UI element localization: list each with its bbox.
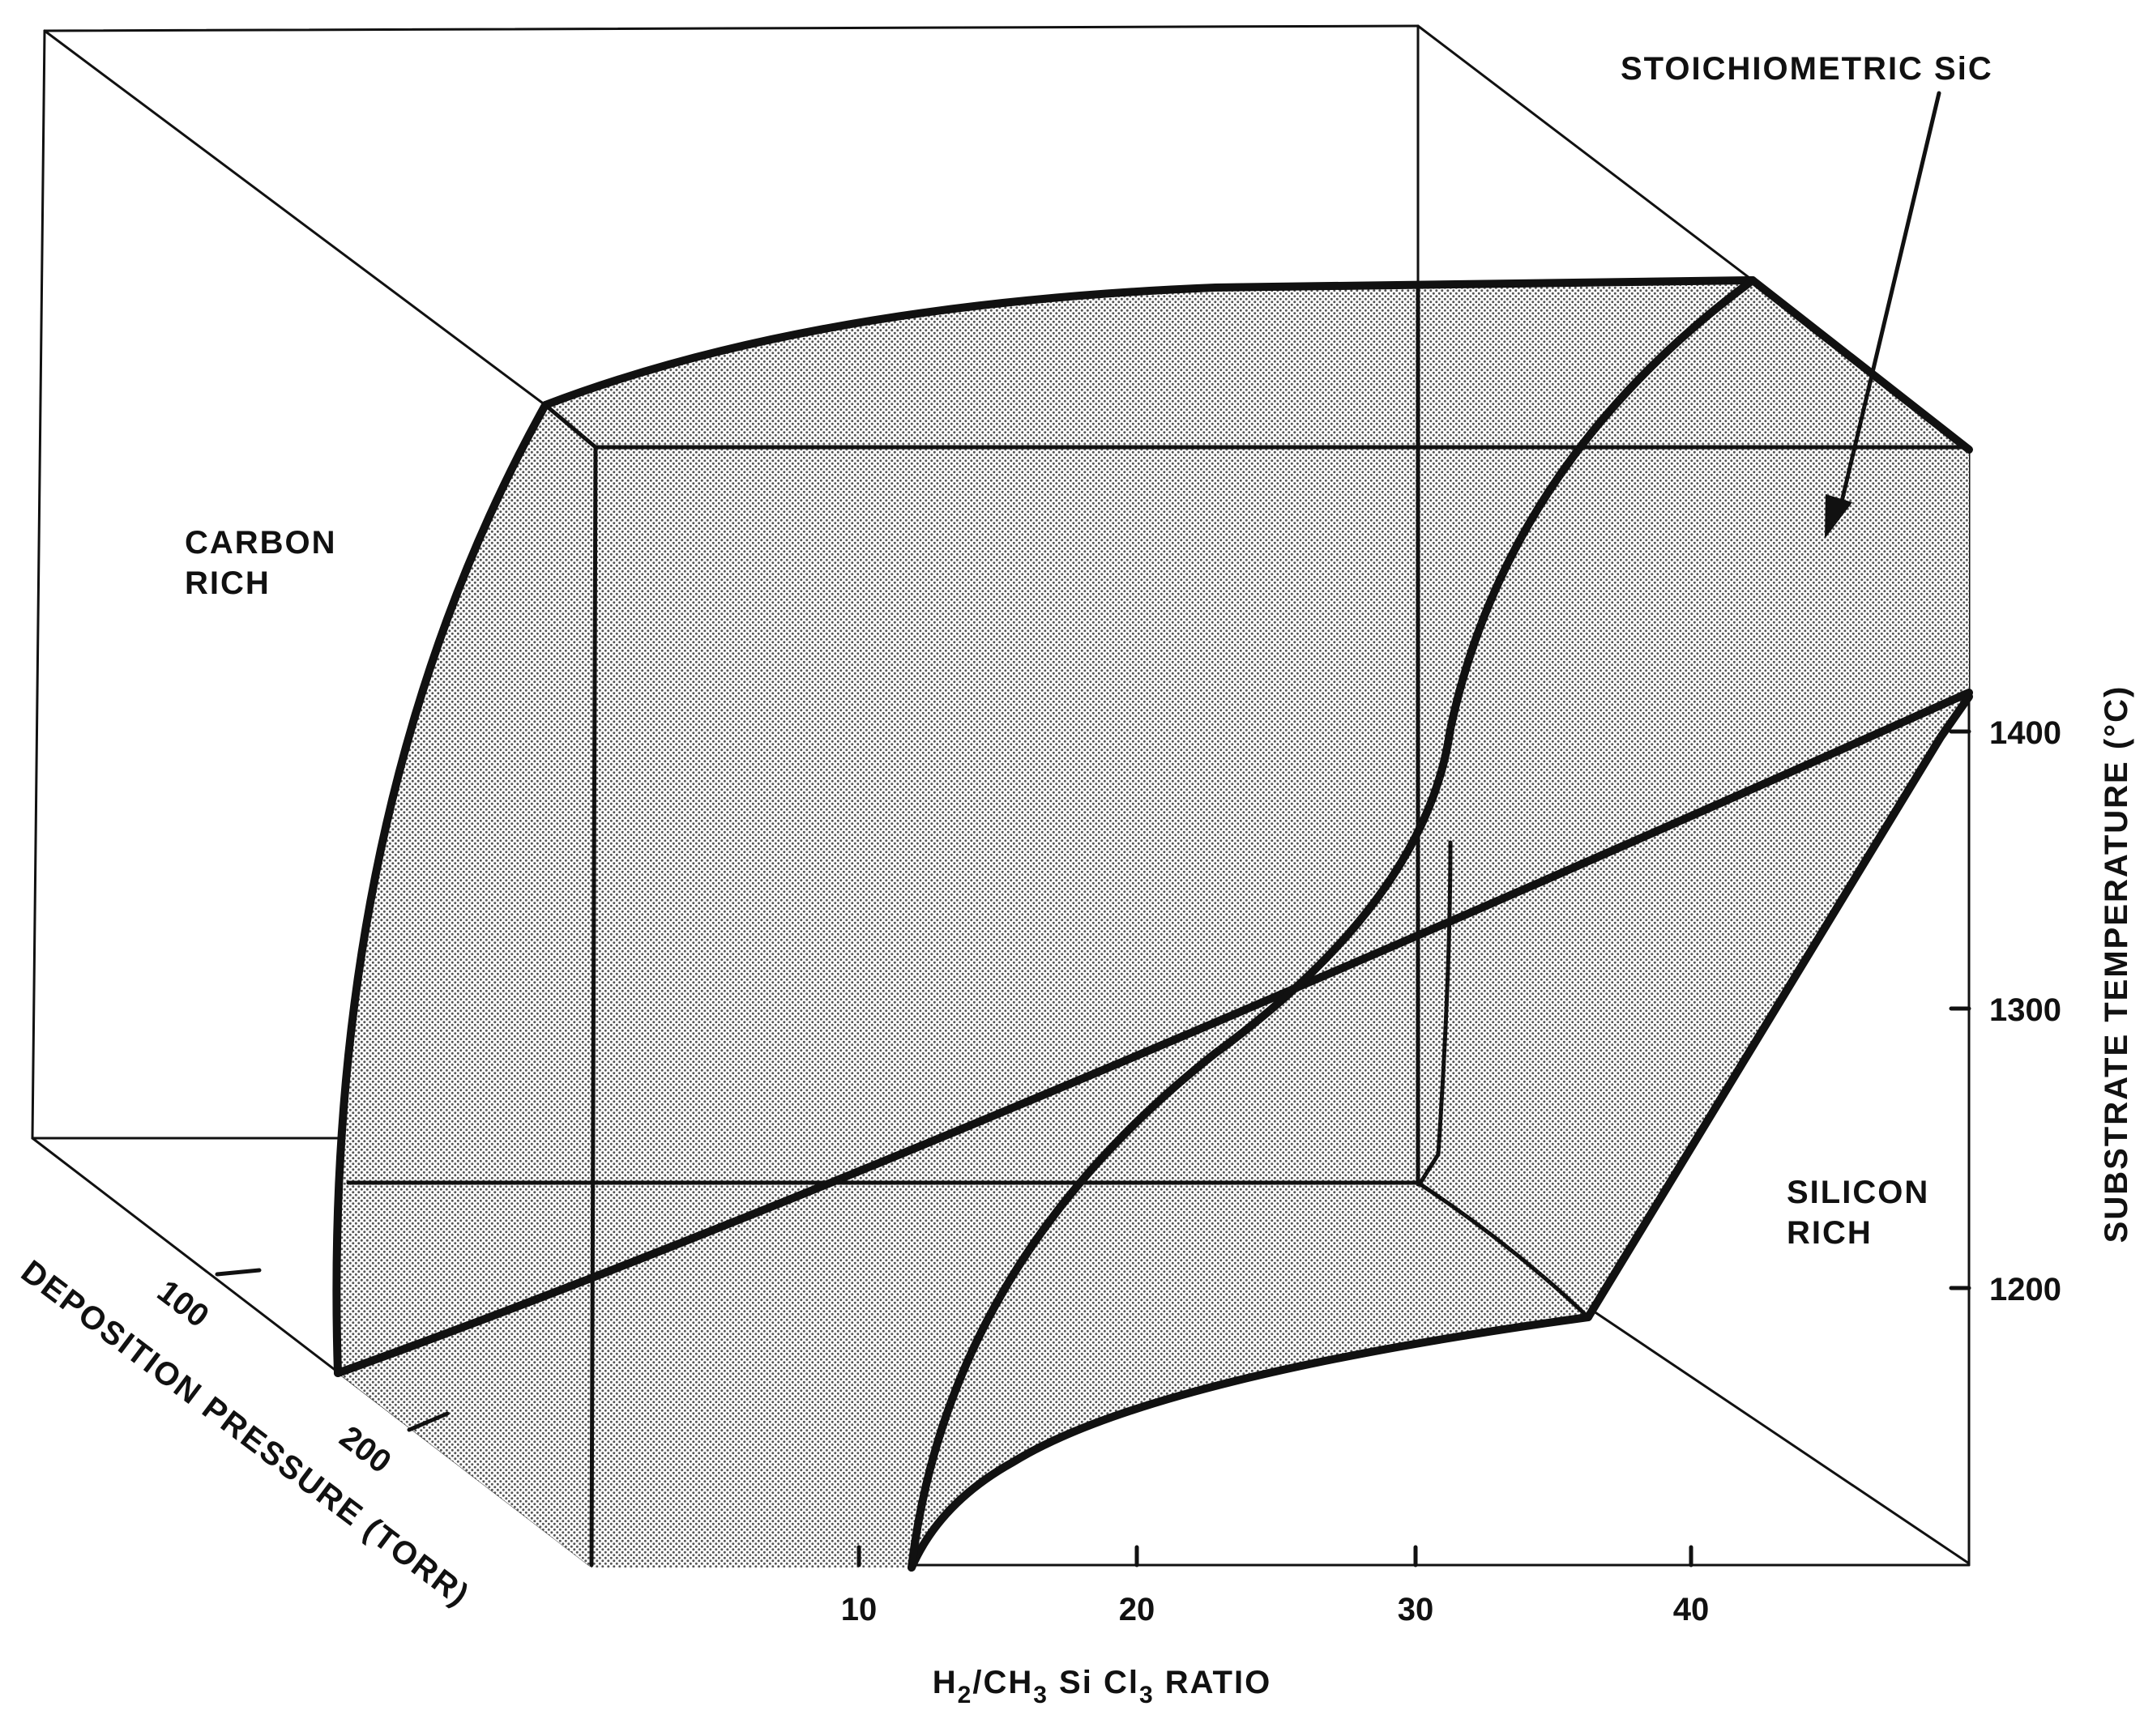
boundary-s-curve	[908, 276, 1757, 1572]
x-axis-label-part-2: /CH	[972, 1665, 1033, 1700]
edge-top-left-short	[543, 403, 598, 450]
boundary-curves	[332, 276, 1973, 1572]
x-tick-label-40: 40	[1673, 1592, 1710, 1627]
edge-vertical-curve-join	[1418, 840, 1453, 1185]
boundary-right-lower	[1584, 693, 1973, 1321]
stoichiometric-arrow-shaft	[1835, 91, 1941, 521]
box-top-right-diagonal	[1416, 24, 1754, 282]
y-tick-label-1200: 1200	[1989, 1272, 2061, 1307]
edge-floor-diagonal	[1418, 1182, 1591, 1320]
x-tick-label-10: 10	[841, 1592, 878, 1627]
z-tick-200	[407, 1411, 450, 1432]
boundary-diagonal	[334, 689, 1973, 1377]
surface-edges	[346, 285, 1971, 1568]
z-tick-label-100: 100	[151, 1273, 216, 1334]
z-tick-label-200: 200	[333, 1419, 398, 1480]
x-axis-label: H2/CH3 Si Cl3 RATIO	[933, 1665, 1271, 1708]
box-top-left-diagonal	[43, 29, 547, 407]
x-tick-label-20: 20	[1119, 1592, 1155, 1627]
y-axis-label: SUBSTRATE TEMPERATURE (°C)	[2099, 685, 2134, 1243]
box-top-back-edge	[43, 24, 1420, 32]
y-tick-label-1300: 1300	[1989, 992, 2061, 1028]
x-axis-label-part-3: Si Cl	[1049, 1665, 1139, 1700]
x-tick-label-30: 30	[1398, 1592, 1434, 1627]
edge-left-front	[589, 445, 598, 1568]
x-axis: 10 20 30 40 H2/CH3 Si Cl3 RATIO	[841, 1545, 1710, 1708]
carbon-rich-label-line2: RICH	[185, 565, 271, 601]
silicon-rich-label-line1: SILICON	[1787, 1175, 1929, 1210]
carbon-rich-label-line1: CARBON	[185, 525, 337, 561]
x-axis-label-part-1: H	[933, 1665, 958, 1700]
boundary-left	[332, 401, 549, 1377]
y-tick-label-1400: 1400	[1989, 715, 2061, 751]
silicon-rich-label-line2: RICH	[1787, 1215, 1873, 1251]
region-labels: STOICHIOMETRIC SiC CARBON RICH SILICON R…	[185, 51, 1993, 1251]
boundary-bottom-curve	[908, 1313, 1592, 1572]
x-axis-label-sub-2: 3	[1033, 1682, 1049, 1708]
box-left-back-edge	[31, 29, 46, 1140]
stoichiometric-label: STOICHIOMETRIC SiC	[1621, 51, 1993, 87]
x-axis-label-sub-3: 3	[1139, 1682, 1155, 1708]
y-axis: 1200 1300 1400 SUBSTRATE TEMPERATURE (°C…	[1949, 685, 2134, 1307]
stoichiometric-surface	[336, 280, 1969, 1568]
z-tick-100	[215, 1268, 262, 1277]
x-axis-label-sub-1: 2	[958, 1682, 973, 1708]
x-axis-label-part-4: RATIO	[1155, 1665, 1272, 1700]
boundary-top	[541, 276, 1973, 454]
stoichiometric-arrow-head	[1825, 494, 1852, 539]
